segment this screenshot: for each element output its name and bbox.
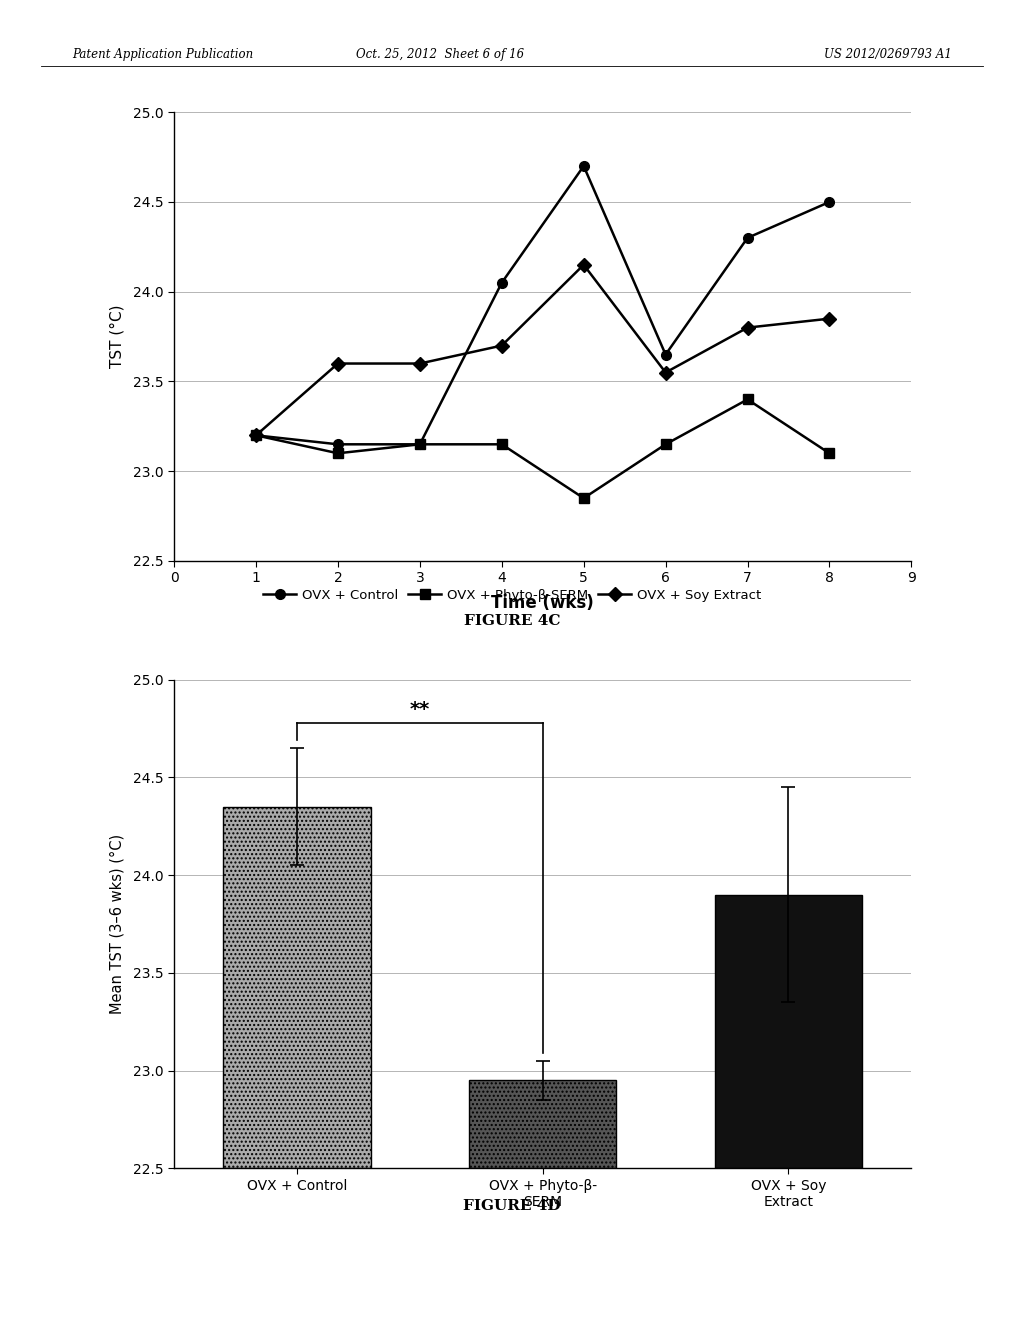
Text: Oct. 25, 2012  Sheet 6 of 16: Oct. 25, 2012 Sheet 6 of 16 xyxy=(356,48,524,61)
X-axis label: Time (wks): Time (wks) xyxy=(492,594,594,611)
Text: Patent Application Publication: Patent Application Publication xyxy=(72,48,253,61)
Bar xyxy=(469,1080,616,1168)
Y-axis label: TST (°C): TST (°C) xyxy=(110,305,125,368)
Legend: OVX + Control, OVX + Phyto-β-SERM, OVX + Soy Extract: OVX + Control, OVX + Phyto-β-SERM, OVX +… xyxy=(258,583,766,607)
Text: FIGURE 4D: FIGURE 4D xyxy=(463,1199,561,1213)
Y-axis label: Mean TST (3–6 wks) (°C): Mean TST (3–6 wks) (°C) xyxy=(110,834,125,1014)
Bar xyxy=(715,895,862,1168)
Text: FIGURE 4C: FIGURE 4C xyxy=(464,614,560,628)
Bar xyxy=(223,807,371,1168)
Text: **: ** xyxy=(410,700,430,719)
Text: US 2012/0269793 A1: US 2012/0269793 A1 xyxy=(824,48,952,61)
